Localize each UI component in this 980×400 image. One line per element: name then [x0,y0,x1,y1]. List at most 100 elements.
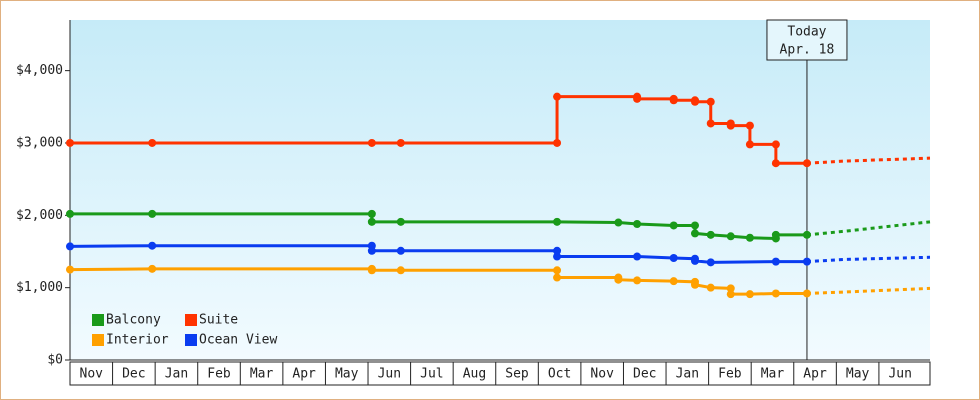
price-point [745,140,754,149]
x-tick-label: Nov [590,367,614,382]
price-point [726,232,735,241]
x-tick-label: Feb [718,367,742,382]
price-point [367,209,376,218]
price-point [367,138,376,147]
legend-swatch [185,314,197,326]
price-point [706,283,715,292]
price-point [66,209,74,218]
price-point [367,217,376,226]
price-point [690,97,699,106]
price-point [726,121,735,130]
price-point [669,254,678,262]
legend-swatch [92,334,104,346]
price-point [706,230,715,239]
price-point [553,246,562,255]
price-point [148,264,157,273]
price-point [706,97,715,106]
price-point [148,209,157,218]
price-point [706,119,715,128]
y-tick-label: $1,000 [16,280,63,295]
x-tick-label: Jun [888,367,911,382]
price-point [396,138,405,147]
price-point [553,252,562,261]
price-point [553,138,562,147]
price-point [396,217,405,226]
price-point [771,230,780,239]
legend-label: Interior [106,333,169,348]
price-point [633,220,642,228]
price-point [745,290,754,299]
y-tick-label: $4,000 [16,63,63,78]
x-tick-label: Dec [122,367,145,382]
price-point [66,242,74,251]
price-point [726,290,735,299]
x-tick-label: Jan [165,367,188,382]
price-point [66,138,74,147]
price-point [802,257,811,266]
x-tick-label: Dec [633,367,656,382]
price-point [614,275,623,284]
x-tick-label: Apr [292,367,316,382]
price-point [633,252,642,261]
price-point [66,265,74,274]
price-point [669,277,678,286]
price-point [367,246,376,255]
y-tick-label: $2,000 [16,208,63,223]
price-point [633,94,642,103]
price-point [633,276,642,285]
x-tick-label: Apr [803,367,827,382]
price-point [706,258,715,267]
x-tick-label: Mar [250,367,274,382]
x-tick-label: Jun [378,367,401,382]
price-point [690,229,699,238]
legend-label: Ocean View [199,333,277,348]
x-tick-label: Aug [463,367,486,382]
y-tick-label: $3,000 [16,135,63,150]
price-point [802,289,811,298]
price-point [669,221,678,230]
today-date: Apr. 18 [780,43,835,58]
price-point [771,257,780,266]
x-tick-label: Feb [207,367,231,382]
price-point [690,256,699,265]
price-point [669,96,678,105]
x-tick-label: Jul [420,367,443,382]
x-tick-label: May [335,367,359,382]
price-point [802,230,811,239]
price-point [396,246,405,255]
price-point [771,289,780,298]
legend-label: Suite [199,313,238,328]
price-point [148,241,157,250]
price-point [771,159,780,168]
legend-swatch [185,334,197,346]
x-tick-label: Oct [548,367,571,382]
price-point [614,218,623,227]
price-point [396,266,405,275]
price-point [553,92,562,101]
x-tick-label: Jan [676,367,699,382]
price-point [745,121,754,130]
price-point [553,217,562,226]
month-row [69,361,931,386]
x-tick-label: May [846,367,870,382]
price-point [553,273,562,282]
today-label: Today [787,25,826,40]
x-tick-label: Nov [80,367,104,382]
legend-label: Balcony [106,313,161,328]
price-point [690,280,699,289]
price-point [148,138,157,147]
x-tick-label: Mar [761,367,785,382]
price-point [802,159,811,168]
price-point [367,266,376,275]
x-tick-label: Sep [505,367,529,382]
today-box [766,19,848,61]
plot-area [70,20,930,360]
price-point [771,140,780,149]
price-point [726,284,735,293]
legend-swatch [92,314,104,326]
price-point [690,221,699,230]
price-point [553,266,562,275]
price-point [745,233,754,242]
y-tick-label: $0 [47,353,63,368]
